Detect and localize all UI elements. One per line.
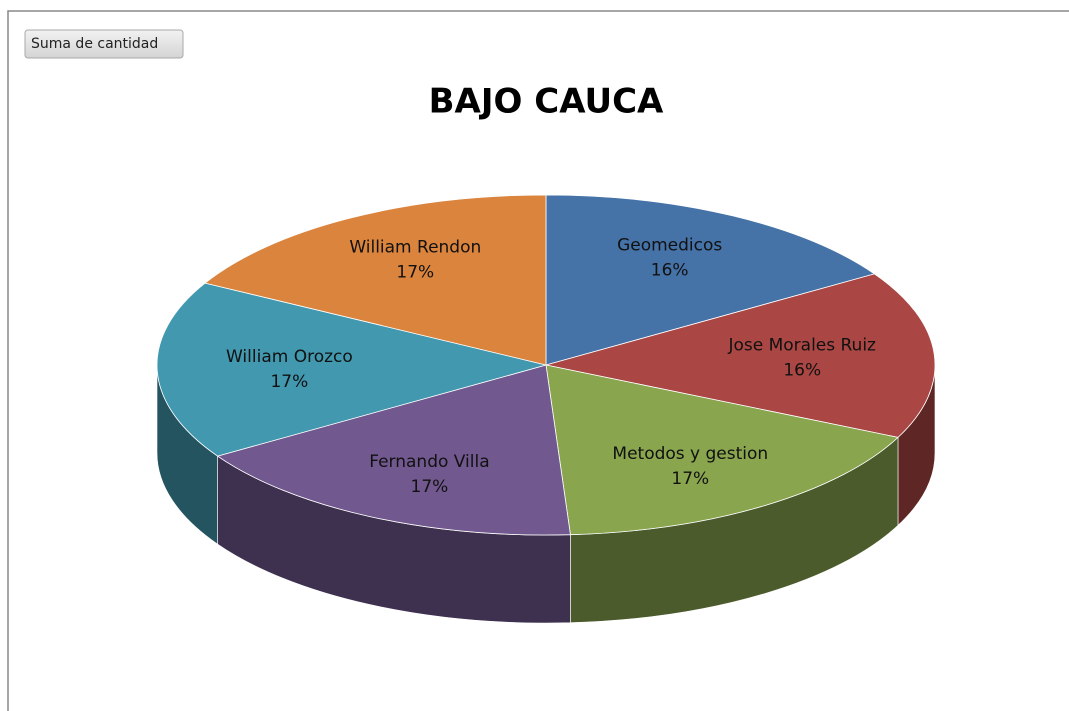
slice-label: William Rendon xyxy=(349,238,481,258)
slice-value-label: 17% xyxy=(411,477,449,497)
field-button-label[interactable]: Suma de cantidad xyxy=(31,36,158,52)
pie-slice xyxy=(204,194,547,366)
field-button[interactable] xyxy=(24,29,184,59)
pie-slice xyxy=(216,364,571,536)
slice-value-label: 16% xyxy=(651,261,689,281)
slice-label: Metodos y gestion xyxy=(612,444,768,464)
pie-slice xyxy=(545,273,936,438)
slice-label: Geomedicos xyxy=(617,236,722,256)
slice-value-label: 17% xyxy=(396,263,434,283)
chart-title: BAJO CAUCA xyxy=(429,82,664,122)
pie-slice xyxy=(545,194,876,366)
slice-value-label: 17% xyxy=(270,372,308,392)
slice-value-label: 17% xyxy=(671,469,709,489)
slice-value-label: 16% xyxy=(783,360,821,380)
slice-label: William Orozco xyxy=(226,347,353,367)
pie-slice xyxy=(156,282,548,457)
slice-label: Jose Morales Ruiz xyxy=(727,335,876,355)
pie: Geomedicos 16% Jose Morales Ruiz 16% Metodos… xyxy=(156,194,936,624)
slice-label: Fernando Villa xyxy=(369,452,489,472)
pie-slice xyxy=(545,364,899,536)
